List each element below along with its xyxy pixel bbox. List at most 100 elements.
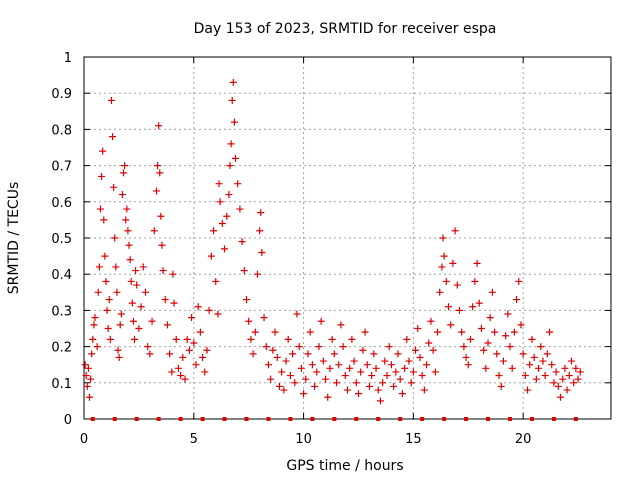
data-point bbox=[552, 368, 560, 376]
baseline-marker bbox=[134, 417, 139, 421]
data-point bbox=[150, 227, 158, 235]
data-point bbox=[308, 361, 316, 369]
data-point bbox=[541, 372, 549, 380]
data-point bbox=[174, 364, 182, 372]
baseline-markers bbox=[90, 417, 578, 421]
data-point bbox=[548, 361, 556, 369]
data-point bbox=[123, 205, 131, 213]
data-point bbox=[215, 180, 223, 188]
y-tick-label: 0.1 bbox=[51, 377, 72, 392]
data-point bbox=[240, 267, 248, 275]
data-point bbox=[442, 277, 450, 285]
data-point bbox=[106, 335, 114, 343]
data-point bbox=[383, 372, 391, 380]
data-point bbox=[278, 368, 286, 376]
data-point bbox=[81, 361, 89, 369]
data-point bbox=[94, 288, 102, 296]
baseline-marker bbox=[442, 417, 447, 421]
y-tick-label: 0 bbox=[64, 413, 72, 428]
data-point bbox=[148, 317, 156, 325]
data-point bbox=[418, 372, 426, 380]
data-point bbox=[434, 328, 442, 336]
data-point bbox=[354, 390, 362, 398]
data-point bbox=[144, 343, 152, 351]
data-point bbox=[225, 191, 233, 199]
data-point bbox=[363, 361, 371, 369]
baseline-marker bbox=[112, 417, 117, 421]
data-point bbox=[87, 375, 95, 383]
data-point bbox=[306, 328, 314, 336]
data-point bbox=[403, 335, 411, 343]
data-point bbox=[302, 375, 310, 383]
data-point bbox=[390, 382, 398, 390]
data-point bbox=[359, 346, 367, 354]
baseline-marker bbox=[200, 417, 205, 421]
data-point bbox=[122, 216, 130, 224]
y-tick-label: 0.2 bbox=[51, 341, 72, 356]
data-point bbox=[210, 227, 218, 235]
baseline-marker bbox=[551, 417, 556, 421]
baseline-marker bbox=[178, 417, 183, 421]
data-point bbox=[425, 339, 433, 347]
data-point bbox=[132, 267, 140, 275]
data-point bbox=[109, 133, 117, 141]
data-point bbox=[565, 372, 573, 380]
data-point bbox=[398, 390, 406, 398]
data-point bbox=[280, 386, 288, 394]
data-point bbox=[416, 353, 424, 361]
data-point bbox=[412, 346, 420, 354]
data-point bbox=[245, 317, 253, 325]
baseline-marker bbox=[288, 417, 293, 421]
data-point bbox=[350, 357, 358, 365]
data-point bbox=[107, 96, 115, 104]
data-point bbox=[128, 299, 136, 307]
baseline-marker bbox=[354, 417, 359, 421]
data-point bbox=[188, 314, 196, 322]
data-point bbox=[543, 350, 551, 358]
data-point bbox=[214, 310, 222, 318]
data-point bbox=[260, 314, 268, 322]
data-point bbox=[262, 343, 270, 351]
data-point bbox=[232, 154, 240, 162]
data-point bbox=[275, 382, 283, 390]
data-point bbox=[271, 328, 279, 336]
data-point bbox=[423, 361, 431, 369]
data-point bbox=[104, 325, 112, 332]
y-axis: 0 0.1 0.2 0.3 0.4 0.5 0.6 0.7 0.8 0.9 1 bbox=[51, 51, 611, 428]
data-point bbox=[497, 382, 505, 390]
y-axis-label: SRMTID / TECUs bbox=[6, 182, 22, 295]
data-point bbox=[537, 343, 545, 351]
data-point bbox=[295, 343, 303, 351]
data-point bbox=[464, 361, 472, 369]
data-point bbox=[447, 321, 455, 329]
data-point bbox=[504, 310, 512, 318]
data-point bbox=[111, 234, 119, 242]
data-point bbox=[311, 382, 319, 390]
data-point bbox=[455, 306, 463, 314]
data-point bbox=[466, 335, 474, 343]
data-point bbox=[155, 122, 163, 130]
data-point bbox=[535, 364, 543, 372]
data-point bbox=[159, 267, 167, 275]
data-point bbox=[85, 393, 93, 401]
data-point bbox=[196, 328, 204, 336]
data-point bbox=[499, 357, 507, 365]
data-point bbox=[192, 361, 200, 369]
data-point bbox=[346, 364, 354, 372]
data-point bbox=[158, 241, 166, 249]
baseline-marker bbox=[266, 417, 271, 421]
data-point bbox=[95, 263, 103, 271]
data-point bbox=[484, 339, 492, 347]
data-point bbox=[427, 317, 435, 325]
data-point bbox=[409, 368, 417, 376]
y-tick-label: 0.4 bbox=[51, 268, 72, 283]
data-point bbox=[491, 328, 499, 336]
data-point bbox=[90, 321, 98, 329]
data-point bbox=[559, 375, 567, 383]
data-point bbox=[532, 375, 540, 383]
data-point bbox=[227, 140, 235, 148]
data-point bbox=[152, 187, 160, 195]
data-point bbox=[230, 118, 238, 126]
data-point bbox=[561, 364, 569, 372]
x-tick-label: 15 bbox=[405, 432, 422, 447]
